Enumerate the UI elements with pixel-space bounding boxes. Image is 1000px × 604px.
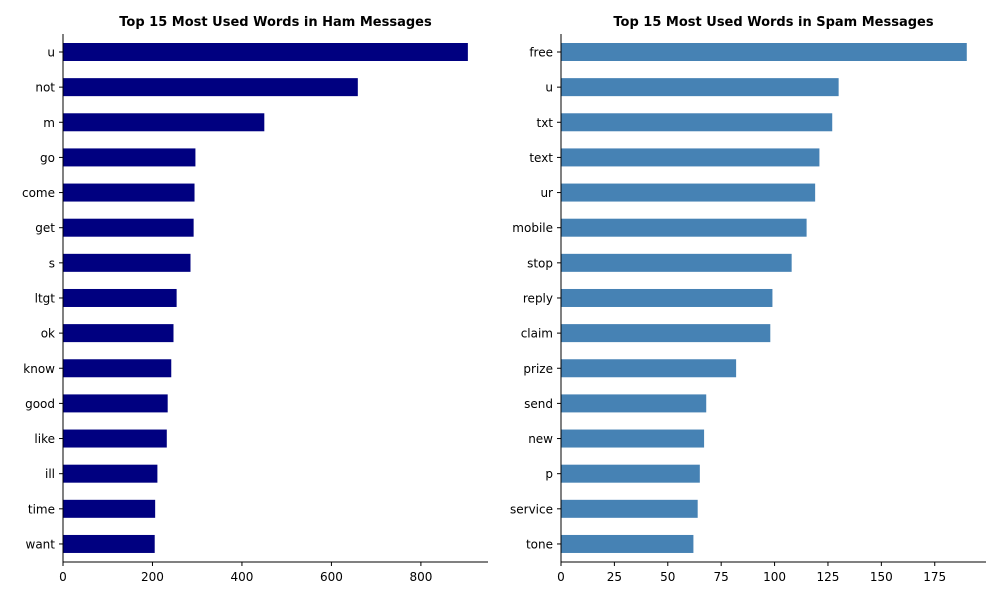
x-tick-label: 175	[923, 570, 946, 584]
y-tick-label: reply	[523, 291, 553, 305]
y-tick-label: u	[545, 81, 553, 95]
bar-come	[63, 183, 195, 202]
chart-panel-1: Top 15 Most Used Words in Spam Messages f…	[510, 15, 986, 584]
y-tick-label: come	[22, 186, 55, 200]
y-tick-label: want	[26, 537, 56, 551]
bar-ltgt	[63, 288, 177, 307]
x-tick-label: 100	[763, 570, 786, 584]
bar-text	[561, 148, 820, 167]
y-tick-label: m	[43, 116, 55, 130]
bar-want	[63, 534, 155, 553]
x-tick-label: 125	[817, 570, 840, 584]
y-tick-label: tone	[526, 537, 553, 551]
y-tick-label: p	[545, 467, 553, 481]
x-tick-label: 25	[607, 570, 622, 584]
bar-tone	[561, 534, 694, 553]
y-tick-label: stop	[527, 256, 553, 270]
y-tick-label: know	[23, 362, 55, 376]
bar-get	[63, 218, 194, 237]
bar-u	[63, 43, 468, 61]
bar-prize	[561, 359, 737, 378]
bar-like	[63, 429, 167, 448]
y-tick-label: claim	[521, 327, 553, 341]
y-tick-label: ur	[540, 186, 553, 200]
bar-new	[561, 429, 705, 448]
bar-not	[63, 78, 358, 97]
bar-send	[561, 394, 707, 413]
bar-go	[63, 148, 196, 167]
bar-mobile	[561, 218, 807, 237]
x-tick-label: 75	[714, 570, 729, 584]
chart-title: Top 15 Most Used Words in Spam Messages	[613, 15, 933, 30]
y-tick-label: service	[510, 502, 553, 516]
y-tick-label: text	[529, 151, 553, 165]
chart-panel-0: Top 15 Most Used Words in Ham Messages u n…	[22, 15, 488, 584]
y-tick-label: ok	[41, 327, 55, 341]
y-tick-label: send	[524, 397, 553, 411]
x-tick-label: 600	[320, 570, 343, 584]
bar-claim	[561, 324, 771, 343]
bar-know	[63, 359, 172, 378]
x-tick-label: 50	[660, 570, 675, 584]
x-tick-label: 0	[59, 570, 67, 584]
y-tick-label: s	[49, 256, 55, 270]
y-tick-label: prize	[523, 362, 553, 376]
bar-stop	[561, 253, 792, 272]
bar-free	[561, 43, 967, 61]
y-tick-label: ill	[45, 467, 55, 481]
y-tick-label: u	[47, 46, 55, 60]
bar-ill	[63, 464, 158, 483]
y-tick-label: time	[28, 502, 55, 516]
y-tick-label: go	[40, 151, 55, 165]
bar-service	[561, 499, 698, 518]
x-tick-label: 150	[870, 570, 893, 584]
bar-m	[63, 113, 265, 132]
y-tick-label: ltgt	[35, 291, 56, 305]
bar-p	[561, 464, 700, 483]
bar-txt	[561, 113, 833, 132]
bar-ok	[63, 324, 174, 343]
bar-u	[561, 78, 839, 97]
bar-reply	[561, 288, 773, 307]
x-tick-label: 800	[409, 570, 432, 584]
y-tick-label: new	[528, 432, 553, 446]
bar-s	[63, 253, 191, 272]
x-tick-label: 400	[230, 570, 253, 584]
bar-good	[63, 394, 168, 413]
x-tick-label: 0	[557, 570, 565, 584]
chart-title: Top 15 Most Used Words in Ham Messages	[119, 15, 432, 30]
x-tick-label: 200	[141, 570, 164, 584]
y-tick-label: like	[34, 432, 55, 446]
y-tick-label: txt	[536, 116, 553, 130]
y-tick-label: good	[25, 397, 55, 411]
y-tick-label: get	[35, 221, 55, 235]
y-tick-label: free	[529, 46, 553, 60]
bar-ur	[561, 183, 816, 202]
bar-time	[63, 499, 156, 518]
y-tick-label: mobile	[512, 221, 553, 235]
y-tick-label: not	[35, 81, 55, 95]
